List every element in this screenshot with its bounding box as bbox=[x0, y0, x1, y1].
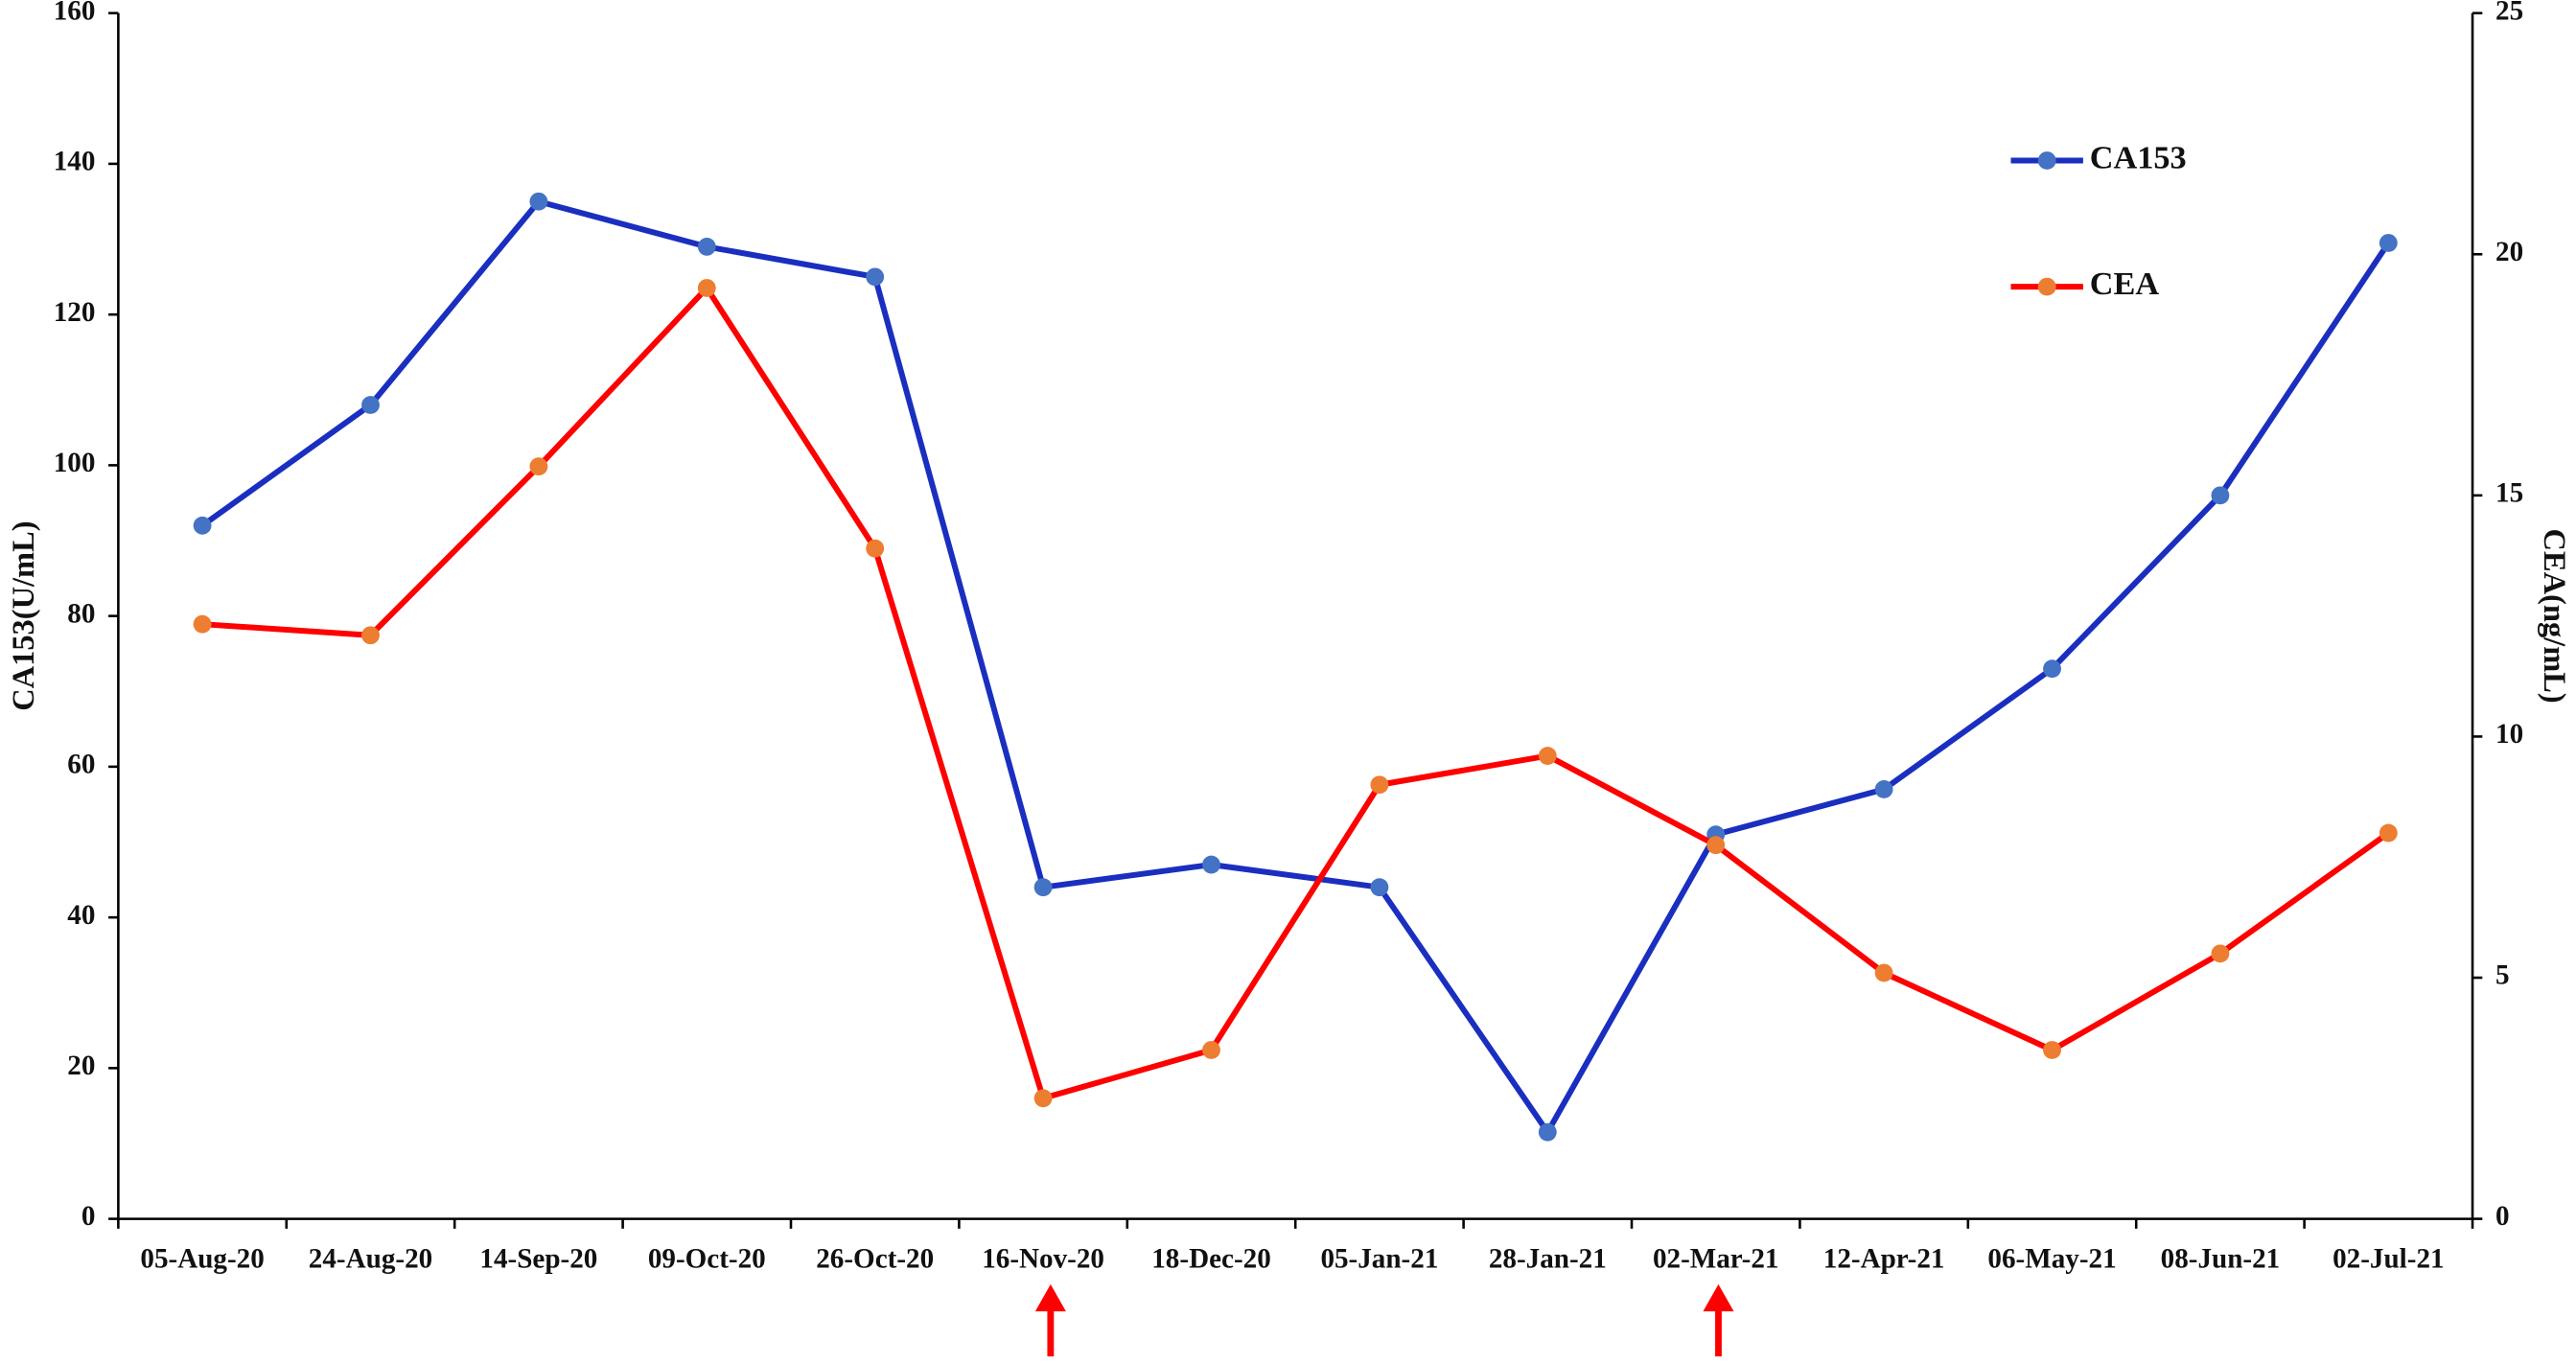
y2-tick-label: 15 bbox=[2495, 478, 2523, 509]
x-tick-label: 14-Sep-20 bbox=[479, 1244, 597, 1275]
y-tick-label: 100 bbox=[54, 448, 96, 478]
y-tick-label: 0 bbox=[81, 1201, 96, 1232]
data-point bbox=[361, 626, 380, 645]
y2-tick-label: 25 bbox=[2495, 0, 2523, 26]
data-point bbox=[2379, 823, 2398, 843]
x-tick-label: 05-Aug-20 bbox=[140, 1244, 264, 1275]
y-tick-label: 160 bbox=[54, 0, 96, 26]
legend-label: CA153 bbox=[2090, 140, 2187, 175]
y-axis-label: CA153(U/mL) bbox=[7, 520, 41, 710]
legend-marker bbox=[2037, 151, 2056, 170]
x-tick-label: 05-Jan-21 bbox=[1320, 1244, 1438, 1275]
y2-tick-label: 20 bbox=[2495, 237, 2523, 267]
data-point bbox=[1874, 780, 1893, 798]
data-point bbox=[2211, 944, 2230, 963]
data-point bbox=[2211, 486, 2230, 505]
y2-tick-label: 0 bbox=[2495, 1201, 2510, 1232]
x-tick-label: 02-Jul-21 bbox=[2332, 1244, 2444, 1275]
data-point bbox=[1202, 855, 1220, 874]
data-point bbox=[2043, 1041, 2061, 1059]
x-tick-label: 26-Oct-20 bbox=[816, 1244, 934, 1275]
x-tick-label: 18-Dec-20 bbox=[1151, 1244, 1271, 1275]
series-line bbox=[201, 285, 2391, 1101]
data-point bbox=[697, 279, 716, 297]
y-tick-label: 60 bbox=[67, 750, 95, 780]
data-point bbox=[1202, 1041, 1220, 1059]
y-tick-label: 20 bbox=[67, 1051, 95, 1081]
x-tick-label: 09-Oct-20 bbox=[648, 1244, 766, 1275]
x-tick-label: 08-Jun-21 bbox=[2161, 1244, 2281, 1275]
x-tick-label: 28-Jan-21 bbox=[1489, 1244, 1607, 1275]
y-tick-label: 80 bbox=[67, 598, 95, 629]
data-point bbox=[1538, 1122, 1557, 1142]
data-point bbox=[361, 396, 380, 414]
legend-marker bbox=[2037, 277, 2056, 296]
data-point bbox=[529, 192, 548, 211]
data-point bbox=[193, 614, 212, 634]
data-point bbox=[1033, 1089, 1053, 1108]
data-point bbox=[2379, 234, 2398, 252]
y2-tick-label: 10 bbox=[2495, 719, 2523, 750]
legend-label: CEA bbox=[2090, 266, 2160, 302]
y-tick-label: 120 bbox=[54, 297, 96, 328]
data-point bbox=[193, 516, 212, 535]
y2-axis-label: CEA(ng/mL) bbox=[2537, 529, 2571, 704]
data-point bbox=[1874, 963, 1893, 982]
x-tick-label: 16-Nov-20 bbox=[982, 1244, 1104, 1275]
y2-tick-label: 5 bbox=[2495, 960, 2510, 991]
annotation-arrow bbox=[1034, 1283, 1734, 1357]
y-tick-label: 140 bbox=[54, 147, 96, 177]
data-point bbox=[1538, 747, 1557, 765]
data-point bbox=[866, 539, 885, 558]
data-point bbox=[1033, 878, 1053, 897]
data-point bbox=[1706, 836, 1726, 855]
x-tick-label: 06-May-21 bbox=[1987, 1244, 2116, 1275]
x-tick-label: 02-Mar-21 bbox=[1653, 1244, 1779, 1275]
x-tick-label: 24-Aug-20 bbox=[309, 1244, 432, 1275]
data-point bbox=[2043, 659, 2061, 679]
series-line bbox=[200, 198, 2391, 1136]
data-point bbox=[529, 457, 548, 476]
data-point bbox=[1370, 878, 1389, 897]
data-point bbox=[697, 237, 716, 256]
y-tick-label: 40 bbox=[67, 900, 95, 931]
data-point bbox=[1370, 775, 1389, 795]
x-tick-label: 12-Apr-21 bbox=[1823, 1244, 1945, 1275]
data-point bbox=[866, 267, 885, 287]
